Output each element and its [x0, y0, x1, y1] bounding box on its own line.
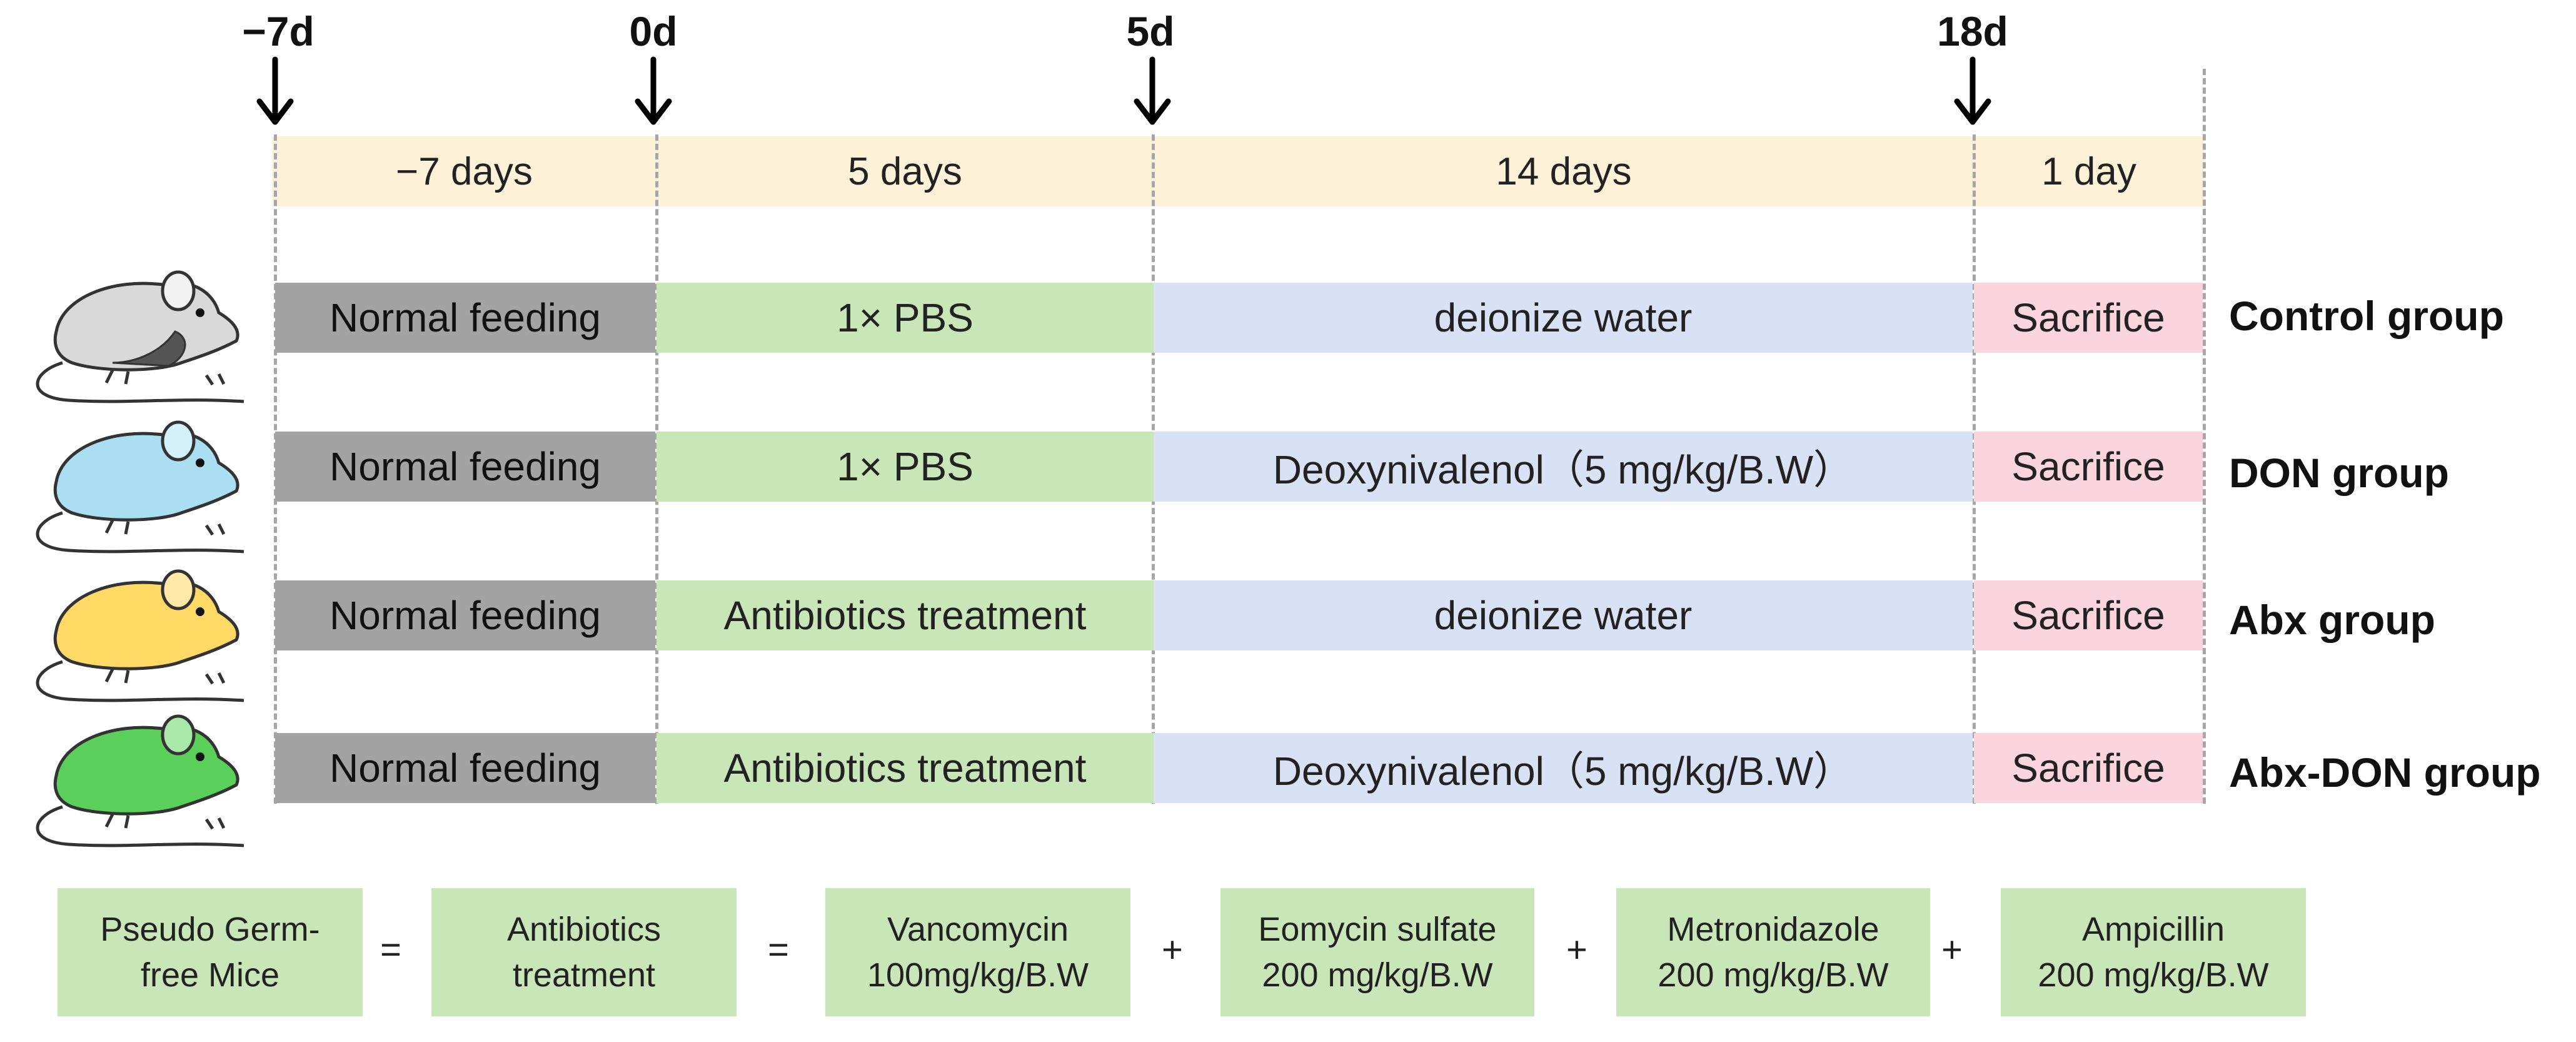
duration-label: 5 days	[848, 149, 962, 193]
legend-metronidazole: Metronidazole 200 mg/kg/B.W	[1616, 888, 1930, 1016]
phase-water: deionize water	[1154, 283, 1973, 353]
mouse-icon	[36, 270, 244, 403]
legend-antibiotics-treatment: Antibiotics treatment	[431, 888, 737, 1016]
legend-line: 200 mg/kg/B.W	[1658, 956, 1889, 994]
legend-ampicillin: Ampicillin 200 mg/kg/B.W	[2001, 888, 2306, 1016]
phase-don: Deoxynivalenol（5 mg/kg/B.W）	[1154, 733, 1973, 803]
timeline-band	[272, 136, 2204, 206]
tick-label-minus7d: −7d	[242, 8, 314, 54]
legend-eomycin: Eomycin sulfate 200 mg/kg/B.W	[1220, 888, 1534, 1016]
group-label-abx: Abx group	[2229, 597, 2435, 643]
phase-treatment: 1× PBS	[657, 432, 1154, 502]
plus-sign: +	[1941, 929, 1963, 970]
plus-sign: +	[1162, 929, 1183, 970]
legend-line: 100mg/kg/B.W	[867, 956, 1089, 994]
phase-treatment: Antibiotics treatment	[657, 733, 1154, 803]
arrow-down-icon	[1134, 56, 1171, 125]
timeline-arrows	[256, 56, 1991, 125]
plus-sign: +	[1566, 929, 1587, 970]
legend-line: Vancomycin	[887, 910, 1069, 948]
mouse-icon	[36, 420, 244, 554]
phase-normal-feeding: Normal feeding	[275, 733, 655, 803]
phase-sacrifice: Sacrifice	[1974, 733, 2203, 803]
phase-sacrifice: Sacrifice	[1974, 432, 2203, 502]
phase-normal-feeding: Normal feeding	[275, 283, 655, 353]
legend-pseudo-germ-free: Pseudo Germ- free Mice	[58, 888, 363, 1016]
tick-label-5d: 5d	[1126, 8, 1175, 54]
arrow-down-icon	[1954, 56, 1991, 125]
legend-line: 200 mg/kg/B.W	[2038, 956, 2269, 994]
phase-don: Deoxynivalenol（5 mg/kg/B.W）	[1154, 432, 1973, 502]
duration-label: 14 days	[1496, 149, 1632, 193]
mouse-icon	[36, 714, 244, 847]
group-label-control: Control group	[2229, 293, 2504, 339]
phase-sacrifice: Sacrifice	[1974, 283, 2203, 353]
legend-line: treatment	[512, 956, 656, 994]
tick-label-18d: 18d	[1937, 8, 2008, 54]
legend-line: Antibiotics	[506, 910, 662, 948]
legend-line: free Mice	[140, 956, 280, 994]
phase-normal-feeding: Normal feeding	[275, 432, 655, 502]
arrow-down-icon	[256, 56, 294, 125]
tick-label-0d: 0d	[629, 8, 678, 54]
duration-label: 1 day	[2041, 149, 2136, 193]
legend-line: Pseudo Germ-	[100, 910, 320, 948]
divider-line	[2203, 69, 2206, 804]
phase-treatment: 1× PBS	[657, 283, 1154, 353]
equals-sign: =	[380, 929, 401, 970]
legend-line: Ampicillin	[2081, 910, 2225, 948]
legend-line: Eomycin sulfate	[1258, 910, 1497, 948]
group-label-abx-don: Abx-DON group	[2229, 749, 2541, 796]
mouse-icon	[36, 569, 244, 702]
equals-sign: =	[768, 929, 789, 970]
legend-line: Metronidazole	[1667, 910, 1879, 948]
phase-normal-feeding: Normal feeding	[275, 580, 655, 650]
arrow-down-icon	[635, 56, 672, 125]
legend-line: 200 mg/kg/B.W	[1262, 956, 1493, 994]
phase-treatment: Antibiotics treatment	[657, 580, 1154, 650]
phase-sacrifice: Sacrifice	[1974, 580, 2203, 650]
legend-vancomycin: Vancomycin 100mg/kg/B.W	[825, 888, 1130, 1016]
group-label-don: DON group	[2229, 450, 2449, 496]
phase-water: deionize water	[1154, 580, 1973, 650]
duration-label: −7 days	[396, 149, 533, 193]
